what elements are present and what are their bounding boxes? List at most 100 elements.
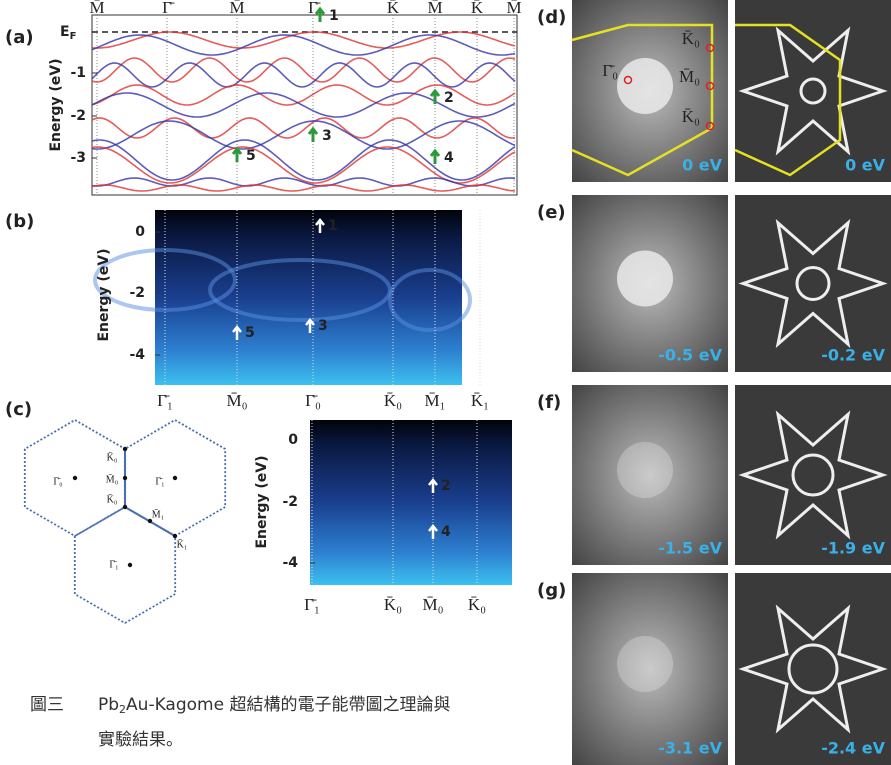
bz-label: K̄₀ [107,451,118,463]
arpes-image [155,210,462,385]
simulated-map [735,573,891,765]
band [92,58,515,82]
k-label: K̄ [471,0,484,17]
arrow [233,149,241,162]
bz-point [173,534,177,538]
bz-point [123,505,127,509]
bz-point [73,476,77,480]
ef-sub: F [70,31,77,42]
y-axis-label: Energy (eV) [48,58,64,151]
brillouin-zone [75,507,175,623]
arpes-image [310,420,512,585]
energy-label: -0.5 eV [658,346,722,365]
k-label: K̄ [387,0,400,17]
arrow [431,151,439,164]
energy-label: 0 eV [845,156,886,175]
caption-line: 實驗結果。 [98,730,183,750]
annotation: 1 [328,218,338,234]
k-label: M̄ [427,0,442,17]
k-label: K̄₀ [384,391,402,410]
bz-label: Γ̄₁ [109,559,118,570]
y-tick-label: 0 [288,432,298,448]
figure: (a)M̄Γ̄M̄Γ̄K̄M̄K̄M̄EF-1-2-3Energy (eV)12… [0,0,891,765]
caption-sub: 2 [119,703,126,716]
intensity [617,251,673,307]
y-tick-label: -2 [129,285,145,301]
bz-label: M̄₀ [106,473,119,485]
y-axis-label: Energy (eV) [96,248,112,341]
ef-text: E [60,24,70,40]
y-tick-label: -4 [282,555,298,571]
annotation: 2 [444,90,454,106]
energy-label: -2.4 eV [821,739,885,758]
k-label: M̄₁ [424,391,445,410]
k-label: K̄₁ [471,391,489,410]
intensity [617,442,673,498]
k-label: Γ̄₀ [305,391,321,410]
panel-label: (b) [5,211,34,232]
k-label: Γ̄ [162,0,175,17]
caption-text: Au-Kagome 超結構的電子能帶圖之理論與 [126,695,450,715]
arrow [309,129,317,142]
bz-point [123,447,127,451]
annotation: 3 [318,318,328,334]
k-label: Γ̄₁ [157,391,173,410]
point-label: Γ̄₀ [602,61,618,80]
bz-label: M̄₁ [152,508,164,520]
annotation: 2 [441,478,451,494]
panel-label: (d) [537,7,566,28]
bz-point [173,476,177,480]
k-label: M̄₀ [226,391,247,410]
y-tick-label: 0 [135,224,145,240]
annotation: 5 [245,325,255,341]
y-tick-label: -4 [129,347,145,363]
y-tick-label: -2 [70,108,86,124]
y-tick-label: -2 [282,494,298,510]
energy-label: 0 eV [682,156,723,175]
point-label: M̄₀ [679,67,700,86]
caption-line: 圖三 Pb2Au-Kagome 超結構的電子能帶圖之理論與 [30,695,450,716]
k-label: M̄₀ [422,595,443,614]
point-label: K̄₀ [682,107,700,126]
panel-label: (a) [5,27,34,48]
annotation: 4 [441,524,451,540]
annotation: 3 [322,128,332,144]
point-label: K̄₀ [682,29,700,48]
caption-text: Pb [98,695,119,715]
bz-point [123,476,127,480]
intensity [617,636,673,692]
k-label: K̄₀ [468,595,486,614]
intensity [617,58,673,114]
k-label: M̄ [506,0,521,17]
band [92,35,515,55]
energy-label: -1.5 eV [658,539,722,558]
k-label: K̄₀ [384,595,402,614]
bz-point [128,563,132,567]
band [92,63,515,87]
y-tick-label: -3 [70,150,86,166]
bz-point [148,519,152,523]
k-label: M̄ [229,0,244,17]
bz-label: K̄₀ [107,493,118,505]
bz-label: Γ̄₀ [53,476,63,487]
band [92,185,515,191]
k-label: M̄ [89,0,104,17]
energy-label: -3.1 eV [658,739,722,758]
panel-label: (e) [537,202,566,223]
annotation: 5 [246,148,256,164]
caption-number: 圖三 [30,695,64,715]
ef-label: EF [60,24,76,42]
band [92,121,515,149]
annotation: 1 [329,8,339,24]
panel-label: (g) [537,580,566,601]
y-axis-label: Energy (eV) [254,455,270,548]
y-tick-label: -1 [70,65,86,81]
k-label: Γ̄₁ [304,595,320,614]
energy-label: -0.2 eV [821,346,885,365]
bz-label: Γ̄₁ [155,476,164,487]
energy-label: -1.9 eV [821,539,885,558]
bz-label: K̄₁ [177,538,188,550]
panel-label: (c) [5,399,32,420]
panel-label: (f) [537,392,561,413]
annotation: 4 [444,150,454,166]
